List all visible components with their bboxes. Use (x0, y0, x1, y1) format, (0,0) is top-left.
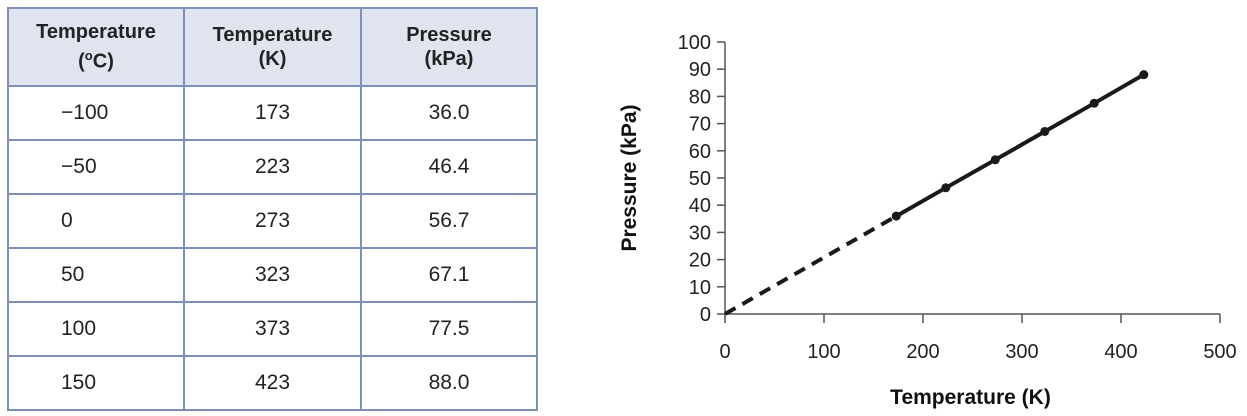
data-point (1139, 70, 1149, 80)
cell-temp-k: 423 (183, 355, 362, 411)
table-header-row: Temperature (oC) Temperature (K) Pressur… (7, 7, 538, 87)
x-tick-label: 100 (807, 341, 840, 363)
cell-temp-c: 50 (7, 247, 185, 303)
header-line1: Temperature (36, 21, 156, 44)
chart-series (724, 70, 1149, 316)
cell-temp-c: −50 (7, 139, 185, 195)
data-series-line (895, 72, 1145, 218)
table-row: 0 273 56.7 (7, 193, 538, 249)
cell-pressure: 56.7 (360, 193, 538, 249)
data-point (891, 211, 901, 221)
table-row: −100 173 36.0 (7, 85, 538, 141)
y-tick-label: 60 (689, 141, 711, 163)
data-point (1089, 98, 1099, 108)
x-axis-title: Temperature (K) (890, 386, 1051, 409)
cell-temp-c: −100 (7, 85, 185, 141)
y-tick-label: 0 (700, 304, 711, 326)
degree-symbol: o (84, 48, 93, 64)
y-axis-title: Pressure (kPa) (618, 104, 641, 251)
table-row: −50 223 46.4 (7, 139, 538, 195)
cell-temp-k: 173 (183, 85, 362, 141)
chart-ticks: 0 10 20 30 40 50 60 70 80 90 100 0 100 200 300 400 500 (678, 32, 1237, 363)
cell-pressure: 36.0 (360, 85, 538, 141)
header-line2: (K) (258, 48, 287, 70)
cell-temp-k: 323 (183, 247, 362, 303)
header-line2: (kPa) (424, 48, 474, 70)
y-tick-label: 100 (678, 32, 711, 54)
data-point (1040, 126, 1050, 136)
data-point (990, 155, 1000, 165)
y-tick-label: 80 (689, 86, 711, 108)
header-temperature-c: Temperature (oC) (7, 7, 185, 87)
y-tick-label: 20 (689, 250, 711, 272)
cell-temp-c: 100 (7, 301, 185, 357)
data-point (941, 183, 951, 193)
y-tick-label: 50 (689, 168, 711, 190)
cell-temp-c: 0 (7, 193, 185, 249)
x-tick-label: 500 (1203, 341, 1236, 363)
cell-pressure: 46.4 (360, 139, 538, 195)
cell-pressure: 77.5 (360, 301, 538, 357)
x-tick-label: 300 (1005, 341, 1038, 363)
table-row: 150 423 88.0 (7, 355, 538, 411)
header-temperature-k: Temperature (K) (183, 7, 362, 87)
cell-temp-k: 223 (183, 139, 362, 195)
y-tick-label: 40 (689, 195, 711, 217)
cell-temp-k: 273 (183, 193, 362, 249)
data-table: Temperature (oC) Temperature (K) Pressur… (7, 7, 538, 411)
cell-temp-c: 150 (7, 355, 185, 411)
header-pressure-kpa: Pressure (kPa) (360, 7, 538, 87)
table-row: 50 323 67.1 (7, 247, 538, 303)
y-tick-label: 30 (689, 222, 711, 244)
y-tick-label: 10 (689, 277, 711, 299)
cell-pressure: 88.0 (360, 355, 538, 411)
extrapolation-dashed-line (724, 214, 898, 316)
y-tick-label: 90 (689, 59, 711, 81)
header-line1: Temperature (212, 24, 333, 46)
cell-temp-k: 373 (183, 301, 362, 357)
table-row: 100 373 77.5 (7, 301, 538, 357)
y-tick-label: 70 (689, 114, 711, 136)
x-tick-label: 0 (719, 341, 730, 363)
x-tick-label: 200 (906, 341, 939, 363)
x-tick-label: 400 (1104, 341, 1137, 363)
cell-pressure: 67.1 (360, 247, 538, 303)
pressure-temperature-chart: 0 10 20 30 40 50 60 70 80 90 100 0 100 200 300 400 500 T… (618, 32, 1237, 409)
header-line2: (oC) (78, 48, 114, 73)
header-line1: Pressure (406, 24, 492, 46)
